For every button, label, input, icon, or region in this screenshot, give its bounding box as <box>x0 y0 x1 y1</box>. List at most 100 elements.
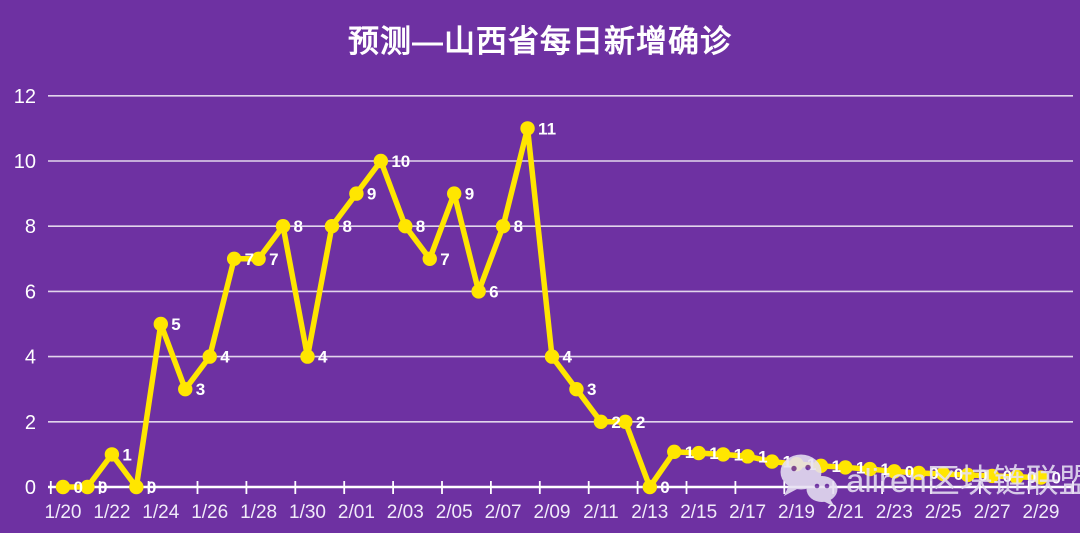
data-point-marker <box>740 449 755 464</box>
x-tick-label: 1/30 <box>289 502 326 523</box>
x-tick-label: 2/13 <box>631 502 668 523</box>
x-tick-label: 1/20 <box>45 502 82 523</box>
data-point-label: 0 <box>74 478 83 497</box>
data-point-marker <box>544 349 560 364</box>
data-point-label: 0 <box>1052 469 1061 488</box>
data-point-label: 2 <box>636 413 645 432</box>
x-tick-label: 2/01 <box>338 502 375 523</box>
data-point-label: 8 <box>514 217 523 236</box>
data-point-marker <box>593 414 609 429</box>
data-point-marker <box>55 479 71 495</box>
y-tick-label: 0 <box>25 477 36 499</box>
x-tick-label: 1/26 <box>191 502 228 523</box>
x-tick-label: 2/09 <box>534 502 571 523</box>
data-point-label: 0 <box>1003 467 1012 486</box>
data-point-marker <box>324 219 340 234</box>
data-point-marker <box>667 444 682 459</box>
data-point-marker <box>862 461 878 477</box>
data-point-label: 0 <box>98 478 107 497</box>
x-tick-label: 2/17 <box>729 502 766 523</box>
chart-title: 预测—山西省每日新增确诊 <box>348 24 732 59</box>
x-tick-label: 2/23 <box>876 502 913 523</box>
x-tick-label: 2/19 <box>778 502 815 523</box>
x-tick-label: 2/15 <box>680 502 717 523</box>
data-point-label: 4 <box>220 348 230 367</box>
data-point-marker <box>80 479 95 495</box>
data-point-marker <box>984 468 1000 484</box>
data-point-marker <box>471 284 486 299</box>
data-point-marker <box>960 467 975 483</box>
data-point-label: 1 <box>758 447 767 466</box>
data-point-label: 5 <box>171 315 180 334</box>
data-point-marker <box>764 454 780 469</box>
y-tick-label: 4 <box>25 347 36 369</box>
data-point-label: 4 <box>318 348 328 367</box>
data-point-label: 1 <box>122 445 131 464</box>
data-point-label: 1 <box>783 453 792 472</box>
data-point-marker <box>936 466 951 482</box>
x-tick-label: 2/11 <box>583 502 619 523</box>
data-point-label: 10 <box>391 152 410 171</box>
y-tick-label: 10 <box>14 151 36 173</box>
data-point-label: 4 <box>563 348 573 367</box>
data-point-label: 7 <box>440 250 449 269</box>
series-line <box>60 125 1044 490</box>
data-point-label: 9 <box>367 185 376 204</box>
data-point-label: 0 <box>978 466 987 485</box>
x-tick-label: 1/22 <box>93 502 130 523</box>
data-point-marker <box>447 186 462 201</box>
data-point-marker <box>373 153 389 169</box>
data-point-marker <box>226 251 242 266</box>
data-point-label: 9 <box>465 185 474 204</box>
data-point-label: 3 <box>196 380 205 399</box>
y-tick-label: 2 <box>25 412 36 434</box>
data-point-marker <box>911 465 926 481</box>
data-point-marker <box>1033 470 1049 485</box>
x-tick-label: 2/07 <box>485 502 522 523</box>
x-tick-label: 2/21 <box>827 502 864 523</box>
data-point-label: 0 <box>660 478 669 497</box>
data-point-label: 6 <box>489 282 498 301</box>
data-point-marker <box>251 251 266 266</box>
data-point-label: 8 <box>416 217 425 236</box>
data-point-label: 0 <box>929 464 938 483</box>
data-point-marker <box>838 460 853 475</box>
data-point-marker <box>642 479 657 495</box>
data-point-marker <box>153 316 168 332</box>
data-point-label: 1 <box>880 460 889 479</box>
data-point-label: 8 <box>294 217 303 236</box>
x-tick-label: 1/28 <box>240 502 277 523</box>
data-point-label: 1 <box>734 445 743 464</box>
data-point-label: 0 <box>905 462 914 481</box>
data-point-marker <box>691 445 706 461</box>
data-point-label: 8 <box>342 217 351 236</box>
data-point-label: 1 <box>709 444 718 463</box>
data-point-marker <box>520 121 535 136</box>
data-point-marker <box>422 251 437 266</box>
data-point-marker <box>715 447 731 462</box>
data-point-label: 7 <box>269 250 278 269</box>
data-point-label: 11 <box>538 119 556 138</box>
x-tick-label: 2/05 <box>436 502 473 523</box>
data-point-label: 1 <box>831 457 840 476</box>
data-point-label: 2 <box>611 413 620 432</box>
data-point-label: 0 <box>1027 468 1036 487</box>
x-tick-label: 2/27 <box>974 502 1011 523</box>
x-tick-label: 2/03 <box>387 502 424 523</box>
y-tick-label: 12 <box>14 86 36 108</box>
data-point-label: 1 <box>685 443 694 462</box>
data-point-label: 1 <box>807 455 816 474</box>
data-point-marker <box>349 186 364 201</box>
data-point-label: 0 <box>954 465 963 484</box>
y-tick-label: 8 <box>25 216 36 238</box>
data-point-marker <box>129 479 144 495</box>
x-tick-label: 1/24 <box>142 502 179 523</box>
data-point-marker <box>178 382 193 397</box>
x-tick-label: 2/25 <box>925 502 962 523</box>
data-point-marker <box>569 382 584 397</box>
x-tick-label: 2/29 <box>1023 502 1060 523</box>
data-point-label: 1 <box>856 458 865 477</box>
data-point-marker <box>104 447 120 462</box>
data-point-label: 7 <box>245 250 254 269</box>
